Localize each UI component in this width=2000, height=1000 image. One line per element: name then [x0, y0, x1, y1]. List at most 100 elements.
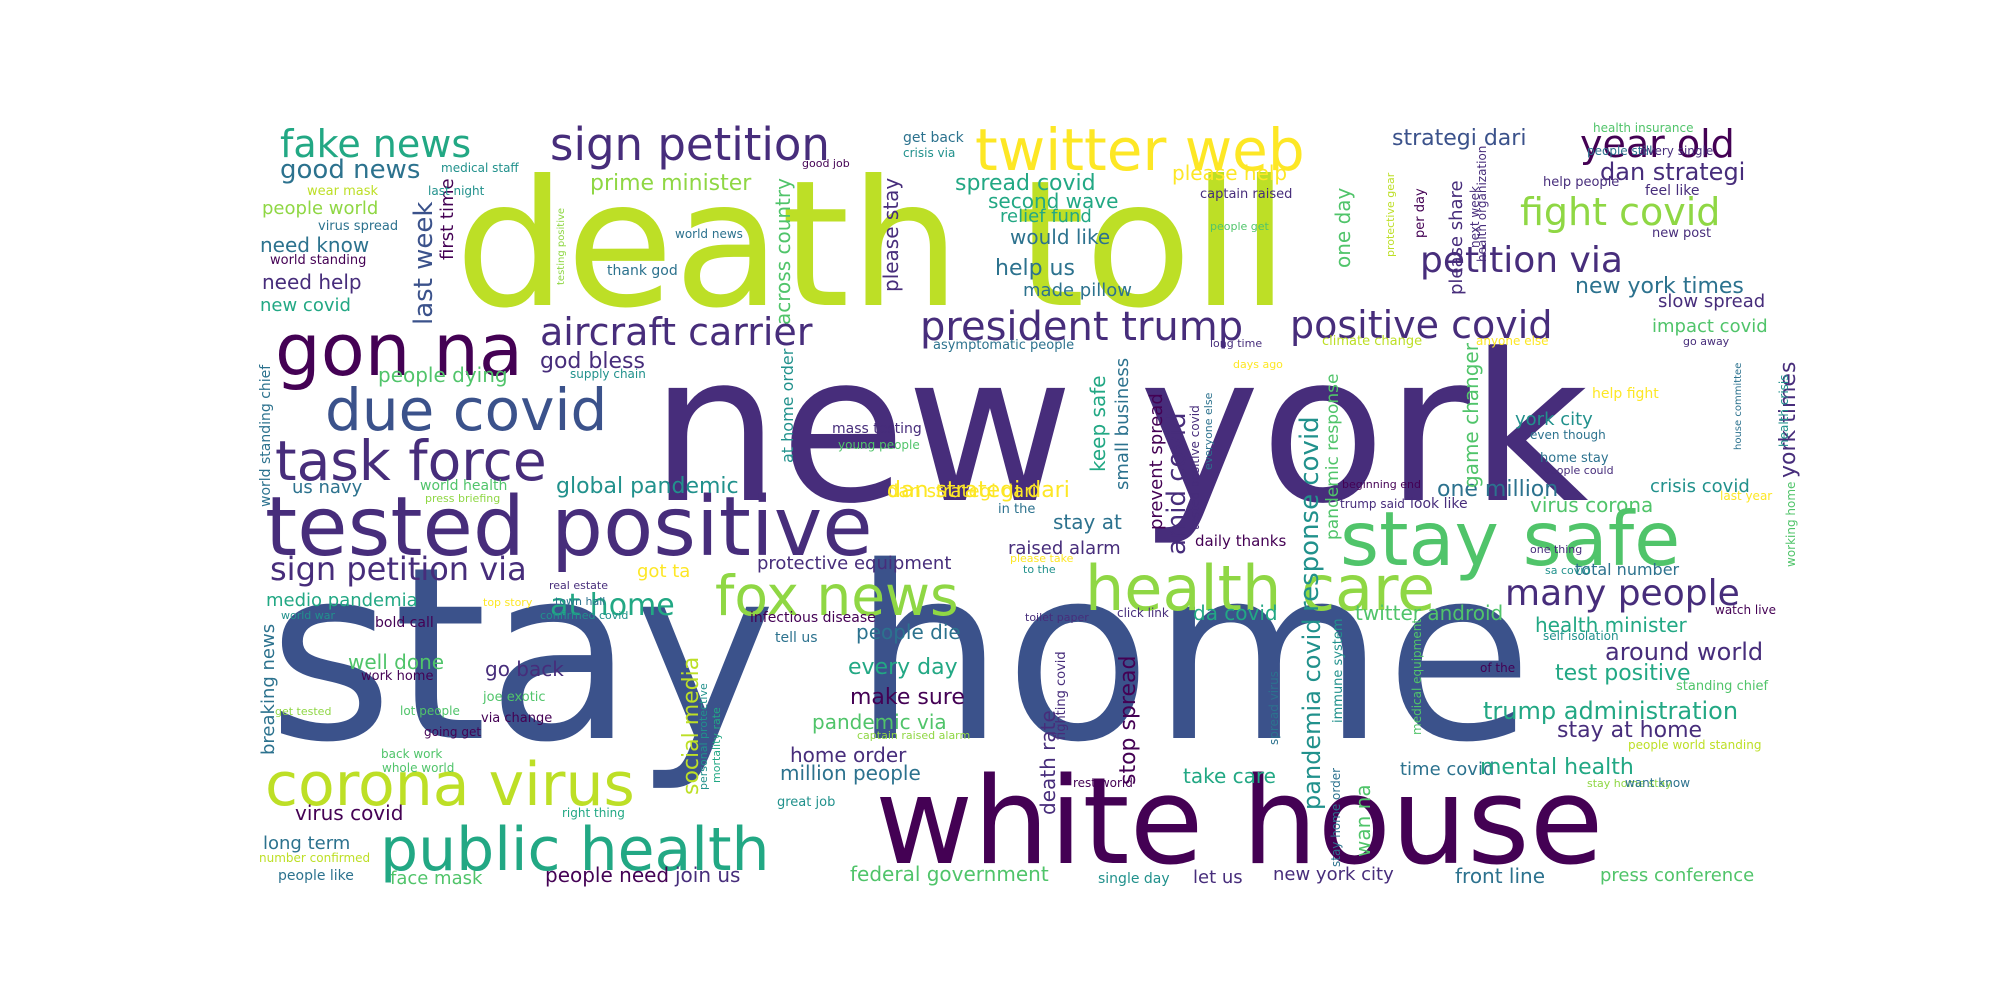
cloud-word: get tested	[275, 705, 331, 718]
cloud-word: game changer	[1459, 342, 1483, 488]
cloud-word: great job	[777, 795, 835, 810]
cloud-word: testing positive	[556, 208, 567, 285]
cloud-word: medio pandemia	[266, 590, 418, 611]
cloud-word: keep safe	[1086, 375, 1110, 472]
cloud-word: single day	[1098, 871, 1170, 887]
cloud-word: due covid	[325, 376, 607, 444]
cloud-word: pandemic via	[812, 710, 947, 734]
cloud-word: health organization	[1475, 146, 1489, 262]
cloud-word: town hall	[555, 595, 605, 608]
cloud-word: test positive	[1555, 661, 1691, 686]
cloud-word: crisis covid	[1650, 476, 1750, 497]
cloud-word: work home	[361, 669, 433, 684]
cloud-word: impact covid	[1652, 316, 1768, 337]
cloud-word: virus corona	[1530, 493, 1653, 517]
cloud-word: go away	[1683, 335, 1730, 348]
cloud-word: trump said	[1340, 497, 1405, 511]
cloud-word: fight covid	[1520, 190, 1720, 234]
cloud-word: front line	[1455, 864, 1545, 888]
cloud-word: time covid	[1400, 759, 1494, 780]
cloud-word: watch live	[1715, 603, 1776, 617]
cloud-word: every single	[1640, 144, 1713, 158]
cloud-word: people like	[278, 868, 354, 884]
cloud-word: around world	[1605, 638, 1763, 666]
cloud-word: people world	[262, 198, 378, 219]
cloud-word: million people	[780, 761, 921, 785]
cloud-word: last year	[1720, 489, 1772, 503]
cloud-word: spread covid	[955, 171, 1096, 196]
cloud-word: people die	[856, 620, 961, 644]
cloud-word: please stay	[879, 178, 903, 292]
cloud-word: beginning end	[1342, 478, 1421, 491]
cloud-word: at home order	[778, 348, 797, 463]
cloud-word: next week	[1468, 186, 1482, 248]
cloud-word: gon na	[275, 308, 523, 392]
cloud-word: whole world	[382, 761, 454, 775]
cloud-word: medical staff	[441, 161, 519, 175]
cloud-word: confirmed covid	[540, 609, 628, 622]
cloud-word: public health	[380, 815, 770, 885]
cloud-word: world war	[281, 609, 336, 622]
cloud-word: at home	[550, 588, 675, 623]
cloud-word: people need	[545, 863, 669, 887]
cloud-word: let us	[1193, 867, 1243, 888]
cloud-word: daily thanks	[1195, 532, 1286, 550]
cloud-word: strategi dari	[1392, 126, 1526, 151]
cloud-word: us navy	[292, 477, 363, 498]
cloud-word: york city	[1515, 409, 1593, 430]
cloud-word: mental health	[1480, 755, 1634, 780]
cloud-word: press briefing	[425, 492, 500, 505]
cloud-word: god bless	[540, 349, 645, 374]
cloud-word: stay safe	[1340, 495, 1680, 583]
cloud-word: health insurance	[1593, 121, 1693, 135]
cloud-word: last night	[428, 184, 485, 198]
cloud-word: would like	[1010, 225, 1110, 249]
cloud-word: death rate	[1036, 710, 1060, 815]
cloud-word: help people	[1543, 175, 1619, 190]
cloud-word: new york times	[1575, 274, 1744, 299]
cloud-word: protective equipment	[757, 553, 951, 574]
cloud-word: thank god	[607, 263, 678, 279]
cloud-word: sa covid	[1545, 564, 1590, 577]
cloud-word: want know	[1625, 776, 1690, 790]
cloud-word: go back	[485, 657, 564, 681]
cloud-word: one thing	[1530, 543, 1582, 556]
cloud-word: personal protective	[697, 683, 710, 790]
cloud-word: white house	[875, 753, 1603, 892]
cloud-word: tell us	[775, 630, 818, 646]
cloud-word: pandemic response	[1323, 374, 1343, 540]
cloud-word: people still	[1587, 144, 1652, 158]
cloud-word: people get	[1210, 220, 1270, 233]
cloud-word: global pandemic	[556, 474, 739, 499]
cloud-word: virus covid	[295, 801, 403, 825]
cloud-word: sign petition via	[270, 550, 527, 588]
cloud-word: wan na	[1351, 784, 1375, 857]
cloud-word: social media	[679, 657, 704, 795]
cloud-word: home stay	[1540, 451, 1609, 466]
cloud-word: da covid	[1193, 601, 1278, 625]
cloud-word: please take	[1010, 552, 1074, 565]
cloud-word: president trump	[920, 304, 1243, 350]
cloud-word: across country	[771, 178, 795, 325]
cloud-word: fox news	[715, 564, 959, 628]
cloud-word: click link	[1117, 606, 1169, 620]
cloud-word: via change	[481, 711, 552, 726]
cloud-word: death toll	[455, 144, 1289, 347]
cloud-word: long term	[263, 833, 350, 854]
cloud-word: protective gear	[1384, 172, 1397, 257]
cloud-word: working home	[1784, 482, 1798, 567]
cloud-word: face mask	[390, 868, 483, 889]
cloud-word: per day	[1413, 188, 1428, 238]
cloud-word: dan strategi dari	[887, 478, 1070, 503]
cloud-word: people world standing	[1628, 738, 1761, 752]
cloud-word: going get	[424, 725, 481, 739]
cloud-word: new york city	[1273, 864, 1394, 885]
cloud-word: tested positive	[265, 480, 873, 575]
cloud-word: task force	[275, 429, 547, 493]
cloud-word: crisis via	[903, 146, 955, 160]
cloud-word: corona virus	[265, 750, 635, 820]
cloud-word: stay home order	[1329, 768, 1343, 867]
cloud-word: last week	[409, 202, 439, 325]
cloud-word: health minister	[1535, 613, 1688, 637]
